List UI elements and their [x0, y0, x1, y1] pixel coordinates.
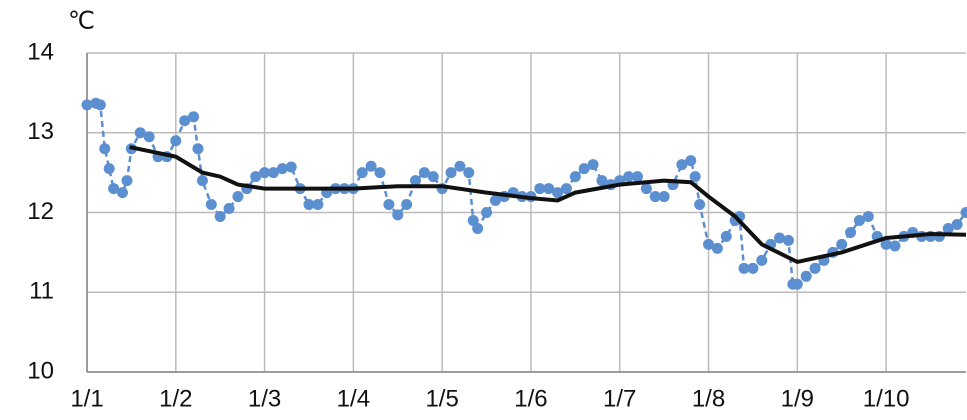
data-point — [312, 199, 324, 211]
data-point — [862, 210, 874, 222]
data-point — [463, 167, 475, 179]
data-point — [196, 175, 208, 187]
data-point — [427, 171, 439, 183]
data-point — [472, 222, 484, 234]
data-point — [489, 195, 501, 207]
data-point — [836, 238, 848, 250]
data-point — [117, 187, 129, 199]
x-tick-label: 1/10 — [863, 385, 910, 412]
data-point — [81, 99, 93, 111]
data-point — [481, 207, 493, 218]
data-point — [259, 167, 271, 179]
data-point — [99, 143, 111, 155]
data-point — [103, 163, 115, 175]
data-point — [192, 143, 204, 155]
data-point — [782, 234, 794, 246]
data-point — [534, 183, 546, 195]
data-point — [623, 171, 635, 183]
data-point — [392, 209, 404, 221]
data-point — [108, 183, 120, 195]
data-point — [809, 262, 821, 274]
data-point — [121, 175, 133, 187]
x-tick-label: 1/6 — [514, 385, 547, 412]
data-point — [703, 238, 715, 250]
data-point — [569, 171, 581, 183]
data-point — [596, 175, 608, 187]
y-tick-label: 14 — [27, 38, 54, 65]
x-tick-label: 1/1 — [70, 385, 103, 412]
x-tick-label: 1/9 — [781, 385, 814, 412]
data-point — [694, 199, 706, 211]
data-point — [232, 191, 244, 203]
data-point — [738, 262, 750, 274]
data-point — [853, 214, 865, 226]
data-point — [374, 167, 386, 179]
data-point — [942, 222, 954, 234]
data-point — [649, 191, 661, 203]
data-point — [276, 163, 288, 175]
data-point — [179, 115, 191, 127]
data-point — [960, 207, 967, 218]
data-point — [552, 187, 564, 199]
data-point — [223, 203, 235, 215]
data-point — [383, 199, 395, 211]
data-point — [640, 183, 652, 195]
x-tick-label: 1/7 — [603, 385, 636, 412]
data-point — [401, 199, 413, 211]
y-tick-label: 10 — [27, 357, 54, 384]
x-tick-label: 1/8 — [692, 385, 725, 412]
data-point — [94, 99, 106, 111]
data-point — [587, 159, 599, 171]
data-point — [889, 240, 901, 252]
data-point — [410, 175, 422, 187]
data-point — [747, 262, 759, 274]
data-point — [303, 199, 315, 211]
data-point — [134, 127, 146, 139]
data-point — [951, 218, 963, 230]
x-tick-label: 1/5 — [425, 385, 458, 412]
series-line — [129, 145, 967, 265]
data-point — [689, 171, 701, 183]
data-point — [418, 167, 430, 179]
data-point — [285, 161, 297, 173]
data-point — [188, 111, 200, 123]
data-point — [267, 167, 279, 179]
data-point — [880, 238, 892, 250]
data-point — [658, 191, 670, 203]
data-point — [800, 270, 812, 282]
data-point — [711, 242, 723, 254]
data-point — [631, 171, 643, 183]
data-point — [356, 167, 368, 179]
y-tick-label: 13 — [27, 118, 54, 145]
data-point — [543, 183, 555, 195]
data-point — [720, 230, 732, 242]
y-unit: ℃ — [68, 7, 95, 34]
data-point — [676, 159, 688, 171]
data-point — [578, 163, 590, 175]
x-tick-label: 1/3 — [248, 385, 281, 412]
data-point — [365, 160, 377, 172]
data-point — [170, 135, 182, 147]
data-point — [756, 254, 768, 266]
data-point — [791, 278, 803, 290]
y-tick-label: 12 — [27, 198, 54, 225]
x-tick-label: 1/2 — [159, 385, 192, 412]
data-point — [685, 155, 697, 167]
data-point — [250, 171, 262, 183]
data-point — [445, 167, 457, 179]
data-point — [560, 183, 572, 195]
data-point — [845, 226, 857, 238]
x-tick-label: 1/4 — [337, 385, 370, 412]
y-tick-label: 11 — [29, 278, 54, 305]
data-point — [214, 210, 226, 222]
data-point — [205, 199, 217, 211]
data-point — [454, 160, 466, 172]
data-point — [774, 232, 786, 244]
data-point — [143, 131, 155, 143]
